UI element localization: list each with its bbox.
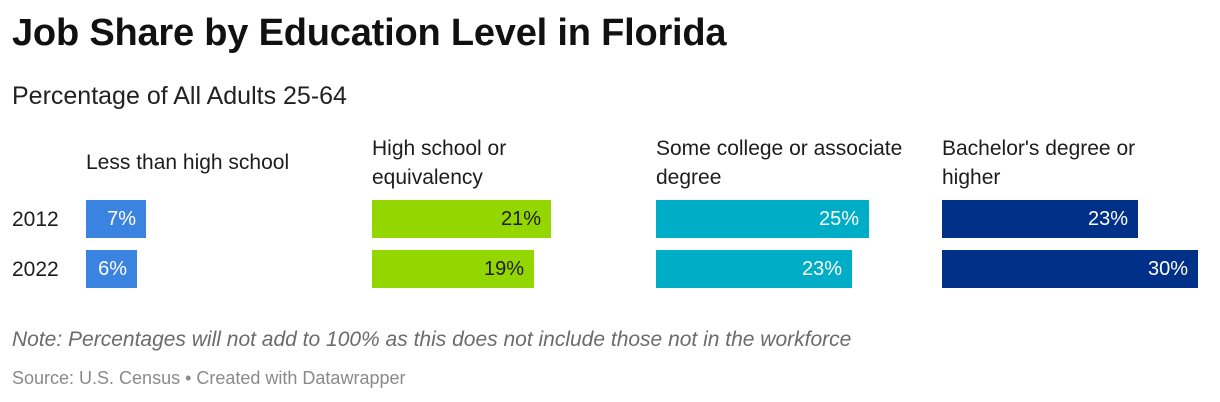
chart-subtitle: Percentage of All Adults 25-64 — [12, 82, 347, 110]
panel-header-2: High school or equivalency — [372, 137, 507, 189]
bar-label-1-2012: 7% — [107, 208, 136, 230]
panel-header-1: Less than high school — [86, 151, 290, 174]
bar-label-1-2022: 6% — [98, 258, 127, 280]
bar-4-2012 — [942, 200, 1138, 238]
row-label-2022: 2022 — [12, 258, 59, 281]
panel-header-3: Some college or associate degree — [656, 137, 903, 189]
bar-label-4-2022: 30% — [1147, 258, 1188, 280]
bar-4-2022 — [942, 250, 1198, 288]
bar-3-2012 — [656, 200, 869, 238]
chart-title: Job Share by Education Level in Florida — [12, 12, 727, 54]
bar-2-2012 — [372, 200, 551, 238]
bar-label-3-2022: 23% — [801, 258, 842, 280]
bar-label-2-2012: 21% — [500, 208, 541, 230]
row-label-2012: 2012 — [12, 208, 59, 231]
bar-3-2022 — [656, 250, 852, 288]
bar-2-2022 — [372, 250, 534, 288]
bar-label-2-2022: 19% — [483, 258, 524, 280]
chart-note: Note: Percentages will not add to 100% a… — [12, 328, 852, 351]
bar-1-2022 — [86, 250, 137, 288]
panel-header-4: Bachelor's degree or higher — [942, 137, 1136, 189]
chart-source: Source: U.S. Census • Created with Dataw… — [12, 368, 406, 388]
bar-label-3-2012: 25% — [818, 208, 859, 230]
bar-1-2012 — [86, 200, 146, 238]
bar-label-4-2012: 23% — [1087, 208, 1128, 230]
